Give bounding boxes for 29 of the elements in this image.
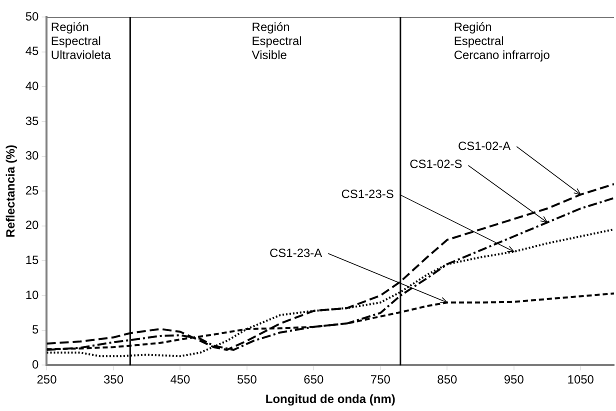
annotation: Región Espectral Ultravioleta bbox=[50, 20, 111, 62]
text: CS1-23-S bbox=[341, 186, 394, 201]
x-tick-label: 1050 bbox=[567, 372, 594, 387]
x-tick-label: 850 bbox=[437, 372, 458, 387]
x-tick-label: 450 bbox=[170, 372, 191, 387]
x-tick-label: 350 bbox=[103, 372, 124, 387]
x-tick-label: 250 bbox=[36, 372, 58, 387]
y-tick-label: 10 bbox=[25, 288, 40, 302]
y-tick-label: 0 bbox=[32, 358, 40, 372]
y-tick-label: 5 bbox=[32, 322, 40, 337]
y-axis-title: Reflectancia (%) bbox=[4, 144, 18, 238]
text: CS1-02-S bbox=[410, 157, 462, 172]
y-tick-label: 50 bbox=[25, 9, 40, 24]
text: CS1-02-A bbox=[458, 138, 511, 153]
x-tick-label: 950 bbox=[504, 372, 524, 387]
y-tick-label: 30 bbox=[25, 148, 40, 163]
annotation: Región Espectral Cercano infrarrojo bbox=[454, 20, 550, 62]
y-tick-label: 25 bbox=[25, 183, 40, 198]
x-tick-label: 550 bbox=[236, 372, 258, 387]
y-tick-label: 45 bbox=[25, 44, 40, 58]
x-axis-title: Longitud de onda (nm) bbox=[265, 392, 396, 406]
x-tick-label: 750 bbox=[370, 372, 391, 387]
y-tick-label: 40 bbox=[25, 78, 40, 93]
y-tick-label: 20 bbox=[25, 218, 40, 232]
y-tick-label: 15 bbox=[25, 253, 40, 268]
annotation: Región Espectral Visible bbox=[252, 20, 302, 62]
x-tick-label: 650 bbox=[304, 372, 324, 387]
text: CS1-23-A bbox=[269, 246, 322, 260]
y-tick-label: 35 bbox=[25, 114, 40, 128]
